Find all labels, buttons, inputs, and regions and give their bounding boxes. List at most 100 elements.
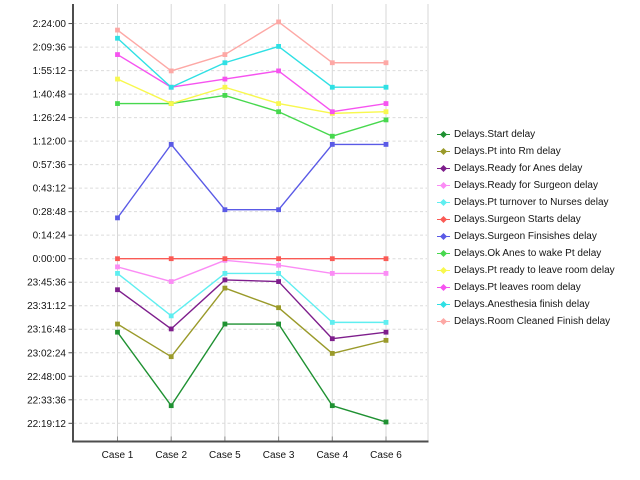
- data-point-marker[interactable]: [276, 68, 281, 74]
- chart-legend: Delays.Start delay Delays.Pt into Rm dela…: [437, 126, 615, 330]
- series-delays-pt-into-rm-delay[interactable]: [115, 285, 389, 360]
- series-delays-ready-for-anes-delay[interactable]: [115, 277, 389, 342]
- data-point-marker[interactable]: [115, 270, 120, 276]
- data-point-marker[interactable]: [383, 109, 389, 115]
- data-point-marker[interactable]: [383, 117, 389, 123]
- data-point-marker[interactable]: [115, 329, 120, 335]
- data-point-marker[interactable]: [383, 419, 389, 425]
- data-point-marker[interactable]: [222, 93, 228, 98]
- legend-item[interactable]: Delays.Pt into Rm delay: [437, 143, 615, 160]
- data-point-marker[interactable]: [222, 84, 228, 90]
- y-tick-label: 1:55:12: [33, 66, 67, 77]
- data-point-marker[interactable]: [222, 52, 228, 57]
- legend-item[interactable]: Delays.Surgeon Starts delay: [437, 211, 615, 228]
- data-point-marker[interactable]: [276, 19, 281, 25]
- data-point-marker[interactable]: [115, 264, 120, 270]
- legend-series-label: Delays.Start delay: [454, 129, 536, 140]
- legend-item[interactable]: Delays.Ready for Surgeon delay: [437, 177, 615, 194]
- data-point-marker[interactable]: [168, 326, 174, 332]
- data-point-marker[interactable]: [222, 76, 228, 82]
- legend-item[interactable]: Delays.Start delay: [437, 126, 615, 143]
- series-delays-start-delay[interactable]: [115, 321, 389, 425]
- series-delays-room-cleaned-finish-delay[interactable]: [115, 19, 389, 74]
- series-delays-anesthesia-finish-delay[interactable]: [115, 35, 389, 90]
- data-point-marker[interactable]: [383, 337, 389, 343]
- data-point-marker[interactable]: [168, 68, 174, 74]
- data-point-marker[interactable]: [222, 256, 228, 262]
- data-point-marker[interactable]: [276, 270, 281, 276]
- data-point-marker[interactable]: [276, 279, 281, 284]
- legend-item[interactable]: Delays.Pt leaves room delay: [437, 279, 615, 296]
- data-point-marker[interactable]: [383, 256, 389, 262]
- legend-series-marker-icon: [437, 147, 450, 156]
- data-point-marker[interactable]: [168, 279, 174, 284]
- data-point-marker[interactable]: [329, 270, 335, 276]
- data-point-marker[interactable]: [383, 141, 389, 147]
- x-tick-label: Case 6: [370, 450, 402, 461]
- data-point-marker[interactable]: [115, 256, 120, 262]
- data-point-marker[interactable]: [329, 319, 335, 325]
- data-point-marker[interactable]: [168, 101, 174, 106]
- data-point-marker[interactable]: [115, 52, 120, 57]
- data-point-marker[interactable]: [276, 256, 281, 262]
- data-point-marker[interactable]: [115, 35, 120, 41]
- data-point-marker[interactable]: [329, 256, 335, 262]
- data-point-marker[interactable]: [329, 133, 335, 139]
- legend-item[interactable]: Delays.Pt turnover to Nurses delay: [437, 194, 615, 211]
- data-point-marker[interactable]: [383, 270, 389, 276]
- y-tick-label: 0:28:48: [33, 207, 67, 218]
- data-point-marker[interactable]: [329, 403, 335, 409]
- data-point-marker[interactable]: [222, 277, 228, 283]
- data-point-marker[interactable]: [276, 101, 281, 106]
- data-point-marker[interactable]: [276, 109, 281, 115]
- data-point-marker[interactable]: [222, 321, 228, 327]
- data-point-marker[interactable]: [168, 354, 174, 360]
- data-point-marker[interactable]: [383, 329, 389, 335]
- data-point-marker[interactable]: [115, 76, 120, 82]
- data-point-marker[interactable]: [115, 287, 120, 293]
- series-delays-surgeon-finsishes-delay[interactable]: [115, 141, 389, 221]
- legend-item[interactable]: Delays.Surgeon Finsishes delay: [437, 228, 615, 245]
- data-point-marker[interactable]: [168, 141, 174, 147]
- data-point-marker[interactable]: [383, 101, 389, 106]
- data-point-marker[interactable]: [329, 351, 335, 356]
- data-point-marker[interactable]: [383, 319, 389, 325]
- data-point-marker[interactable]: [115, 27, 120, 33]
- series-delays-pt-leaves-room-delay[interactable]: [115, 52, 389, 115]
- data-point-marker[interactable]: [222, 60, 228, 66]
- data-point-marker[interactable]: [329, 336, 335, 342]
- data-point-marker[interactable]: [383, 60, 389, 66]
- series-delays-surgeon-starts-delay[interactable]: [115, 256, 389, 262]
- data-point-marker[interactable]: [168, 403, 174, 409]
- data-point-marker[interactable]: [276, 262, 281, 268]
- data-point-marker[interactable]: [115, 321, 120, 327]
- data-point-marker[interactable]: [168, 313, 174, 319]
- series-delays-ok-anes-to-wake-pt-delay[interactable]: [115, 93, 389, 139]
- data-point-marker[interactable]: [222, 207, 228, 213]
- data-point-marker[interactable]: [329, 141, 335, 147]
- data-point-marker[interactable]: [276, 321, 281, 327]
- data-point-marker[interactable]: [222, 270, 228, 276]
- legend-series-label: Delays.Surgeon Finsishes delay: [454, 231, 597, 242]
- data-point-marker[interactable]: [276, 305, 281, 311]
- data-point-marker[interactable]: [168, 256, 174, 262]
- data-point-marker[interactable]: [329, 109, 335, 115]
- series-delays-pt-turnover-to-nurses-delay[interactable]: [115, 270, 389, 325]
- legend-series-marker-icon: [437, 317, 450, 326]
- y-tick-label: 22:33:36: [27, 395, 66, 406]
- legend-item[interactable]: Delays.Ok Anes to wake Pt delay: [437, 245, 615, 262]
- data-point-marker[interactable]: [276, 44, 281, 49]
- legend-item[interactable]: Delays.Anesthesia finish delay: [437, 296, 615, 313]
- data-point-marker[interactable]: [329, 84, 335, 90]
- data-point-marker[interactable]: [383, 84, 389, 90]
- legend-series-marker-icon: [437, 266, 450, 275]
- legend-item[interactable]: Delays.Room Cleaned Finish delay: [437, 313, 615, 330]
- legend-item[interactable]: Delays.Pt ready to leave room delay: [437, 262, 615, 279]
- data-point-marker[interactable]: [115, 101, 120, 106]
- data-point-marker[interactable]: [329, 60, 335, 66]
- data-point-marker[interactable]: [168, 84, 174, 90]
- data-point-marker[interactable]: [115, 215, 120, 221]
- data-point-marker[interactable]: [276, 207, 281, 213]
- data-point-marker[interactable]: [222, 285, 228, 291]
- legend-item[interactable]: Delays.Ready for Anes delay: [437, 160, 615, 177]
